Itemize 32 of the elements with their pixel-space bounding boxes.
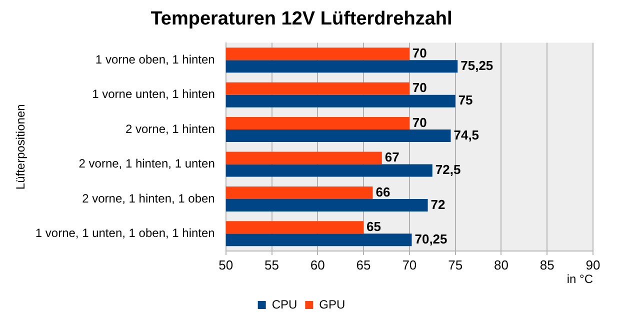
x-tick-label: 70 — [402, 257, 417, 272]
x-axis-title: in °C — [566, 272, 594, 286]
data-label: 75,25 — [460, 58, 494, 73]
legend-label: GPU — [319, 297, 346, 312]
y-tick-label: 2 vorne, 1 hinten, 1 unten — [78, 156, 215, 171]
x-tick-label: 50 — [218, 257, 234, 272]
x-tick-label: 90 — [586, 257, 600, 272]
x-tick-label: 60 — [310, 257, 325, 272]
data-label: 65 — [366, 218, 382, 234]
data-label: 70 — [412, 80, 427, 96]
data-label: 67 — [384, 150, 400, 165]
y-tick-label: 1 vorne oben, 1 hinten — [95, 52, 215, 66]
x-tick-label: 85 — [540, 257, 554, 272]
data-label: 66 — [376, 184, 390, 200]
y-tick-label: 2 vorne, 1 hinten — [125, 122, 215, 136]
data-label: 72,5 — [435, 162, 461, 178]
data-label: 75 — [458, 92, 473, 108]
data-label: 70 — [412, 114, 427, 130]
data-label: 70,25 — [414, 231, 448, 246]
x-tick-label: 55 — [264, 257, 279, 272]
data-label: 74,5 — [454, 127, 480, 142]
y-tick-label: 1 vorne unten, 1 hinten — [92, 87, 215, 102]
legend-label: CPU — [272, 297, 298, 312]
x-tick-label: 75 — [448, 257, 463, 272]
x-tick-label: 65 — [356, 257, 371, 272]
y-tick-label: 1 vorne, 1 unten, 1 oben, 1 hinten — [35, 226, 215, 240]
data-label: 72 — [430, 196, 446, 212]
chart-title: Temperaturen 12V Lüfterdrehzahl — [150, 8, 452, 30]
data-label: 70 — [412, 45, 427, 60]
y-tick-label: 2 vorne, 1 hinten, 1 oben — [82, 191, 215, 206]
x-tick-label: 80 — [494, 257, 508, 272]
y-axis-title: Lüfterpositionen — [14, 104, 28, 190]
